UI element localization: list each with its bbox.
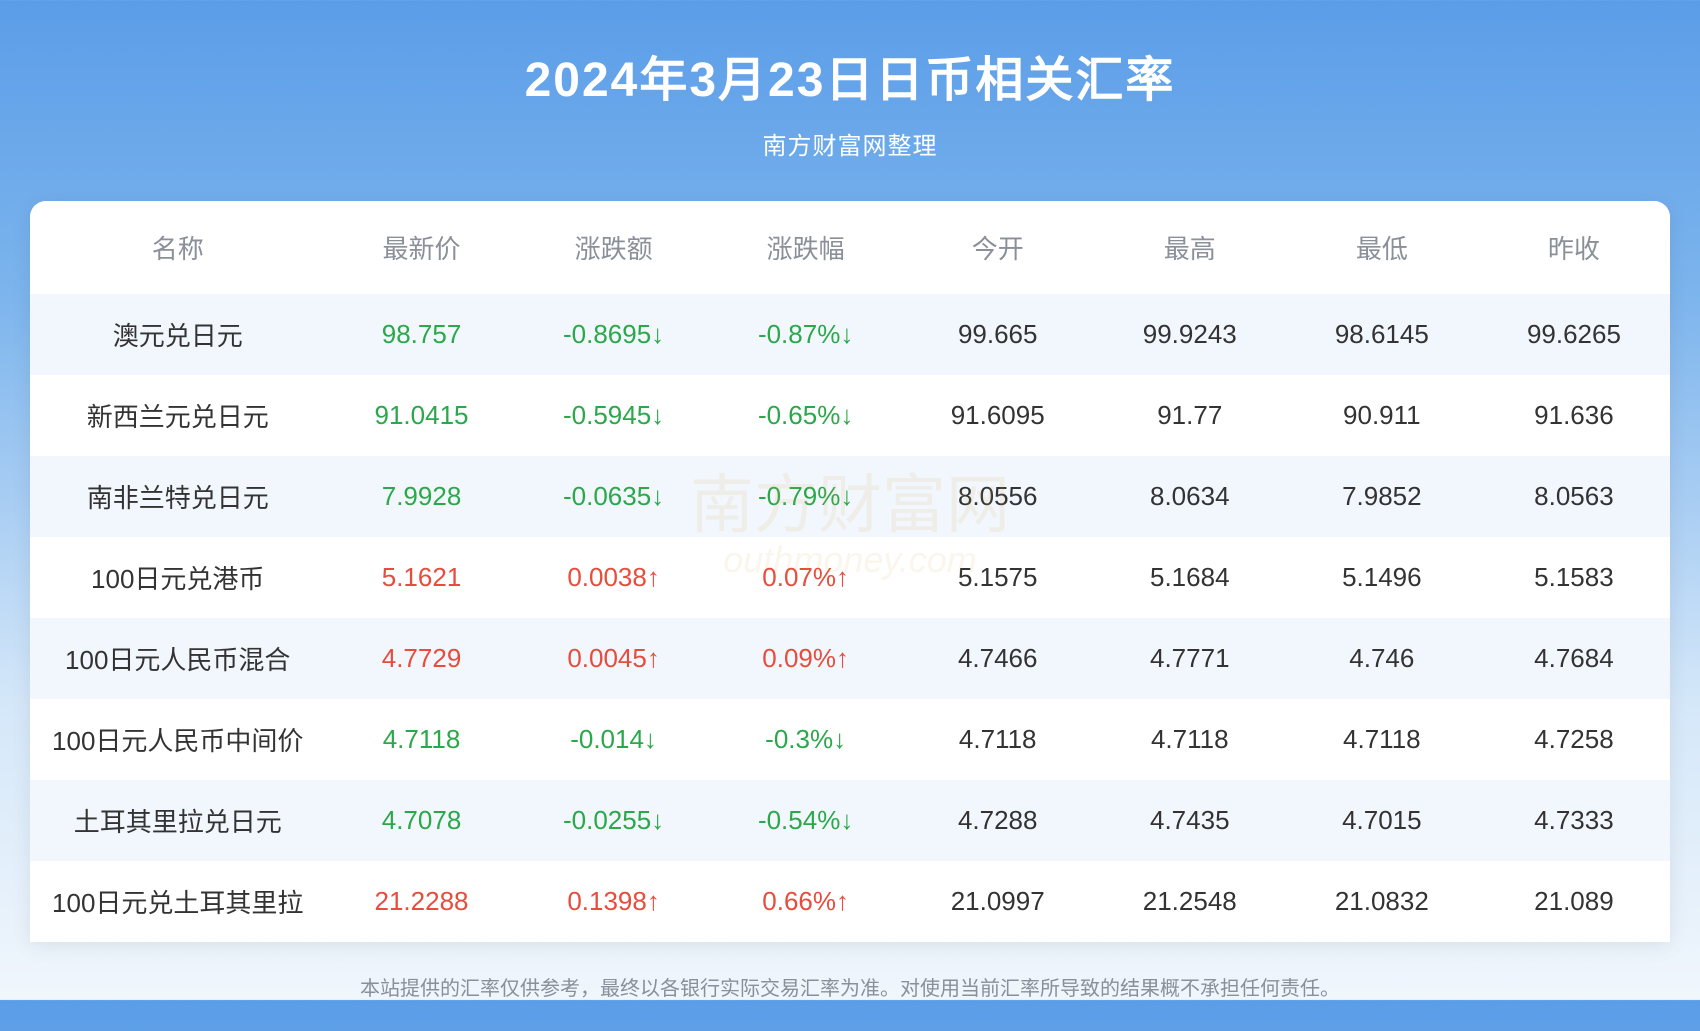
cell-change: -0.014↓ <box>518 699 710 780</box>
cell-latest: 91.0415 <box>325 375 517 456</box>
cell-open: 91.6095 <box>902 375 1094 456</box>
cell-name: 100日元人民币中间价 <box>30 699 325 780</box>
cell-high: 99.9243 <box>1094 294 1286 375</box>
cell-changepct: 0.09%↑ <box>710 618 902 699</box>
cell-latest: 4.7118 <box>325 699 517 780</box>
table-row: 100日元人民币中间价4.7118-0.014↓-0.3%↓4.71184.71… <box>30 699 1670 780</box>
disclaimer-text: 本站提供的汇率仅供参考，最终以各银行实际交易汇率为准。对使用当前汇率所导致的结果… <box>30 972 1670 1001</box>
cell-low: 4.7118 <box>1286 699 1478 780</box>
table-row: 南非兰特兑日元7.9928-0.0635↓-0.79%↓8.05568.0634… <box>30 456 1670 537</box>
cell-changepct: -0.65%↓ <box>710 375 902 456</box>
cell-change: 0.1398↑ <box>518 861 710 942</box>
cell-prevclose: 8.0563 <box>1478 456 1670 537</box>
cell-change: -0.0635↓ <box>518 456 710 537</box>
cell-open: 4.7466 <box>902 618 1094 699</box>
cell-high: 5.1684 <box>1094 537 1286 618</box>
cell-open: 8.0556 <box>902 456 1094 537</box>
cell-low: 98.6145 <box>1286 294 1478 375</box>
cell-open: 4.7288 <box>902 780 1094 861</box>
table-row: 100日元人民币混合4.77290.0045↑0.09%↑4.74664.777… <box>30 618 1670 699</box>
cell-name: 澳元兑日元 <box>30 294 325 375</box>
cell-latest: 4.7078 <box>325 780 517 861</box>
cell-open: 99.665 <box>902 294 1094 375</box>
col-latest-header: 最新价 <box>325 201 517 294</box>
cell-open: 4.7118 <box>902 699 1094 780</box>
cell-low: 7.9852 <box>1286 456 1478 537</box>
cell-open: 5.1575 <box>902 537 1094 618</box>
cell-prevclose: 91.636 <box>1478 375 1670 456</box>
page-title: 2024年3月23日日币相关汇率 <box>0 40 1700 110</box>
cell-high: 4.7435 <box>1094 780 1286 861</box>
cell-name: 新西兰元兑日元 <box>30 375 325 456</box>
cell-change: 0.0038↑ <box>518 537 710 618</box>
cell-changepct: -0.54%↓ <box>710 780 902 861</box>
cell-changepct: -0.79%↓ <box>710 456 902 537</box>
cell-low: 21.0832 <box>1286 861 1478 942</box>
page-footer: 本站提供的汇率仅供参考，最终以各银行实际交易汇率为准。对使用当前汇率所导致的结果… <box>30 942 1670 1031</box>
cell-low: 4.746 <box>1286 618 1478 699</box>
rate-table-container: 名称 最新价 涨跌额 涨跌幅 今开 最高 最低 昨收 澳元兑日元98.757-0… <box>30 201 1670 942</box>
page-subtitle: 南方财富网整理 <box>0 126 1700 161</box>
cell-low: 90.911 <box>1286 375 1478 456</box>
cell-changepct: 0.07%↑ <box>710 537 902 618</box>
cell-name: 100日元兑港币 <box>30 537 325 618</box>
col-change-header: 涨跌额 <box>518 201 710 294</box>
cell-change: 0.0045↑ <box>518 618 710 699</box>
cell-changepct: -0.87%↓ <box>710 294 902 375</box>
table-body: 澳元兑日元98.757-0.8695↓-0.87%↓99.66599.92439… <box>30 294 1670 942</box>
cell-changepct: -0.3%↓ <box>710 699 902 780</box>
cell-latest: 4.7729 <box>325 618 517 699</box>
cell-prevclose: 99.6265 <box>1478 294 1670 375</box>
cell-low: 4.7015 <box>1286 780 1478 861</box>
cell-name: 100日元人民币混合 <box>30 618 325 699</box>
cell-prevclose: 4.7258 <box>1478 699 1670 780</box>
cell-change: -0.5945↓ <box>518 375 710 456</box>
table-row: 100日元兑港币5.16210.0038↑0.07%↑5.15755.16845… <box>30 537 1670 618</box>
table-header-row: 名称 最新价 涨跌额 涨跌幅 今开 最高 最低 昨收 <box>30 201 1670 294</box>
cell-latest: 5.1621 <box>325 537 517 618</box>
cell-low: 5.1496 <box>1286 537 1478 618</box>
cell-high: 8.0634 <box>1094 456 1286 537</box>
table-row: 土耳其里拉兑日元4.7078-0.0255↓-0.54%↓4.72884.743… <box>30 780 1670 861</box>
cell-latest: 7.9928 <box>325 456 517 537</box>
cell-prevclose: 4.7333 <box>1478 780 1670 861</box>
cell-change: -0.0255↓ <box>518 780 710 861</box>
cell-prevclose: 4.7684 <box>1478 618 1670 699</box>
cell-name: 土耳其里拉兑日元 <box>30 780 325 861</box>
cell-prevclose: 5.1583 <box>1478 537 1670 618</box>
cell-open: 21.0997 <box>902 861 1094 942</box>
rate-table: 名称 最新价 涨跌额 涨跌幅 今开 最高 最低 昨收 澳元兑日元98.757-0… <box>30 201 1670 942</box>
page-header: 2024年3月23日日币相关汇率 南方财富网整理 <box>0 0 1700 161</box>
col-changepct-header: 涨跌幅 <box>710 201 902 294</box>
col-high-header: 最高 <box>1094 201 1286 294</box>
table-row: 100日元兑土耳其里拉21.22880.1398↑0.66%↑21.099721… <box>30 861 1670 942</box>
cell-changepct: 0.66%↑ <box>710 861 902 942</box>
col-prevclose-header: 昨收 <box>1478 201 1670 294</box>
cell-latest: 98.757 <box>325 294 517 375</box>
cell-high: 4.7118 <box>1094 699 1286 780</box>
cell-high: 91.77 <box>1094 375 1286 456</box>
cell-change: -0.8695↓ <box>518 294 710 375</box>
cell-high: 21.2548 <box>1094 861 1286 942</box>
table-row: 新西兰元兑日元91.0415-0.5945↓-0.65%↓91.609591.7… <box>30 375 1670 456</box>
col-low-header: 最低 <box>1286 201 1478 294</box>
cell-name: 100日元兑土耳其里拉 <box>30 861 325 942</box>
col-open-header: 今开 <box>902 201 1094 294</box>
cell-name: 南非兰特兑日元 <box>30 456 325 537</box>
col-name-header: 名称 <box>30 201 325 294</box>
cell-high: 4.7771 <box>1094 618 1286 699</box>
cell-latest: 21.2288 <box>325 861 517 942</box>
cell-prevclose: 21.089 <box>1478 861 1670 942</box>
table-row: 澳元兑日元98.757-0.8695↓-0.87%↓99.66599.92439… <box>30 294 1670 375</box>
